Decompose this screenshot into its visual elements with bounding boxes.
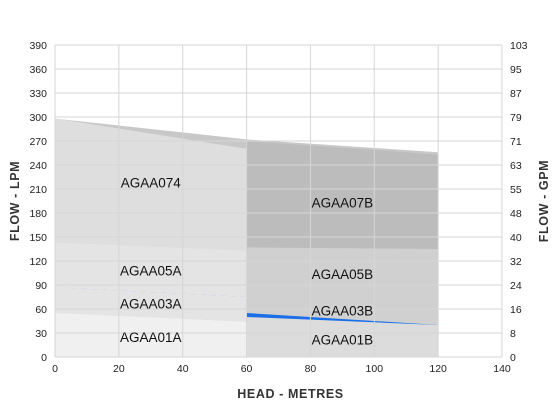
y-tick-label: 330 (29, 88, 47, 100)
y2-tick-label: 24 (510, 280, 522, 292)
y2-tick-label: 0 (510, 352, 516, 364)
region-label-agaa074: AGAA074 (121, 176, 182, 191)
y2-axis-ticks: 0 8 16 24 32 40 48 55 63 71 79 87 95 103 (510, 40, 528, 364)
region-labels-layer: AGAA01A AGAA03A AGAA05A AGAA074 AGAA01B AGAA0… (120, 176, 373, 348)
x-tick-label: 20 (113, 363, 125, 375)
y2-tick-label: 79 (510, 112, 522, 124)
region-agaa01a (55, 313, 247, 357)
y2-tick-label: 8 (510, 328, 516, 340)
x-axis-title: HEAD - METRES (237, 387, 343, 401)
y2-tick-label: 103 (510, 40, 528, 52)
y-axis-ticks: 0 30 60 90 120 150 180 210 240 270 300 330 360 390 (29, 40, 47, 364)
x-tick-label: 140 (493, 363, 511, 375)
region-label-agaa05a: AGAA05A (120, 264, 182, 279)
grid-layer (54, 44, 503, 358)
y-tick-label: 90 (35, 280, 47, 292)
y2-tick-label: 95 (510, 64, 522, 76)
region-agaa05b (246, 247, 439, 325)
x-tick-label: 80 (305, 363, 317, 375)
y2-tick-label: 87 (510, 88, 522, 100)
y2-tick-label: 48 (510, 208, 522, 220)
y-tick-label: 240 (29, 160, 47, 172)
regions-layer (55, 118, 439, 357)
y-tick-label: 300 (29, 112, 47, 124)
x-axis-ticks: 0 20 40 60 80 100 120 140 (52, 363, 511, 375)
y-axis-title: FLOW - LPM (8, 161, 22, 241)
x-tick-label: 100 (366, 363, 384, 375)
y-tick-label: 150 (29, 232, 47, 244)
y-tick-label: 180 (29, 208, 47, 220)
y2-tick-label: 16 (510, 304, 522, 316)
y-tick-label: 270 (29, 136, 47, 148)
x-tick-label: 120 (429, 363, 447, 375)
x-tick-label: 40 (177, 363, 189, 375)
region-label-agaa03a: AGAA03A (120, 296, 182, 311)
x-tick-label: 0 (52, 363, 58, 375)
y-tick-label: 60 (35, 304, 47, 316)
region-agaa01b (246, 313, 439, 357)
region-label-agaa01b: AGAA01B (312, 332, 374, 347)
y2-axis-title: FLOW - GPM (537, 160, 551, 242)
region-label-agaa05b: AGAA05B (312, 267, 374, 282)
region-agaa03a (55, 287, 247, 322)
y-tick-label: 210 (29, 184, 47, 196)
region-agaa05a (55, 242, 247, 297)
region-label-agaa07b: AGAA07B (312, 196, 374, 211)
y2-tick-label: 55 (510, 184, 522, 196)
y-tick-label: 360 (29, 64, 47, 76)
y-tick-label: 390 (29, 40, 47, 52)
region-agaa074 (55, 118, 247, 251)
y-tick-label: 30 (35, 328, 47, 340)
y-tick-label: 0 (41, 352, 47, 364)
region-agaa07b (246, 141, 439, 249)
y2-tick-label: 32 (510, 256, 522, 268)
region-label-agaa01a: AGAA01A (120, 330, 182, 345)
y2-tick-label: 40 (510, 232, 522, 244)
y2-tick-label: 63 (510, 160, 522, 172)
y-tick-label: 120 (29, 256, 47, 268)
region-label-agaa03b: AGAA03B (312, 304, 374, 319)
x-tick-label: 60 (241, 363, 253, 375)
y2-tick-label: 71 (510, 136, 522, 148)
